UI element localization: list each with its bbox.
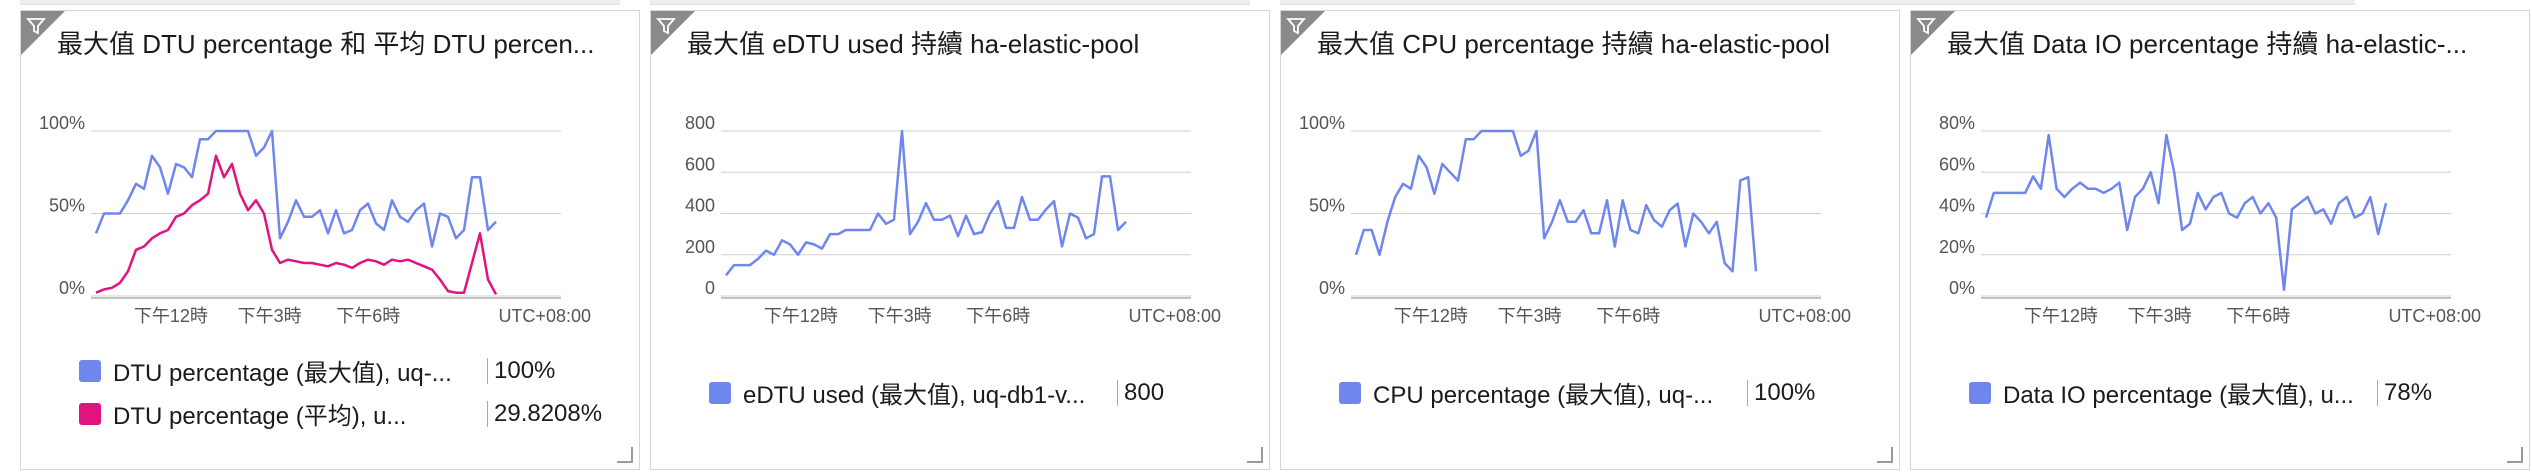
y-tick-label: 400 [685,196,715,216]
legend-value: 29.8208% [494,399,603,427]
top-border [20,0,620,5]
y-tick-label: 0% [1949,278,1975,298]
chart-legend: CPU percentage (最大值), uq-... 100% [1339,371,1879,414]
chart-tile-edtu[interactable]: 最大值 eDTU used 持續 ha-elastic-pool 800 600 4… [650,10,1270,470]
chart-tile-dtu[interactable]: 最大值 DTU percentage 和 平均 DTU percen... 10… [20,10,640,470]
timezone-label: UTC+08:00 [1758,306,1851,326]
legend-separator [1117,379,1118,406]
legend-label: CPU percentage (最大值), uq-... [1373,382,1714,409]
legend-separator [2377,379,2378,406]
y-tick-label: 60% [1939,154,1975,174]
series-line-1[interactable] [95,154,498,295]
top-border [1755,0,2355,5]
chart-tile-data-io[interactable]: 最大值 Data IO percentage 持續 ha-elastic-...… [1910,10,2530,470]
top-border [1280,0,1880,5]
legend-separator [487,400,488,427]
timezone-label: UTC+08:00 [2388,306,2481,326]
filter-icon[interactable] [651,11,695,55]
legend-item[interactable]: Data IO percentage (最大值), u... 78% [1969,371,2509,414]
series-line-0[interactable] [1354,129,1758,273]
chart-legend: eDTU used (最大值), uq-db1-v... 800 [709,371,1249,414]
legend-swatch [1339,381,1361,404]
filter-icon[interactable] [1911,11,1955,55]
x-tick-label: 下午6時 [1596,306,1660,326]
tile-title[interactable]: 最大值 CPU percentage 持續 ha-elastic-pool [1317,29,1830,59]
tile-title[interactable]: 最大值 Data IO percentage 持續 ha-elastic-... [1947,29,2468,59]
legend-swatch [79,402,101,425]
legend-label: eDTU used (最大值), uq-db1-v... [743,382,1086,409]
legend-label: Data IO percentage (最大值), u... [2003,382,2354,409]
tile-title[interactable]: 最大值 DTU percentage 和 平均 DTU percen... [57,29,595,59]
y-tick-label: 0 [705,278,715,298]
y-tick-label: 100% [39,113,85,133]
legend-separator [1747,379,1748,406]
filter-icon-glyph [1286,18,1306,35]
legend-swatch [1969,381,1991,404]
filter-icon-glyph [26,18,46,35]
resize-handle[interactable] [617,447,633,463]
x-tick-label: 下午3時 [868,306,932,326]
y-tick-label: 0% [1319,278,1345,298]
filter-icon-glyph [656,18,676,35]
legend-label: DTU percentage (最大值), uq-... [113,360,452,387]
legend-item[interactable]: eDTU used (最大值), uq-db1-v... 800 [709,371,1249,414]
x-tick-label: 下午3時 [2128,306,2192,326]
y-tick-label: 50% [1309,196,1345,216]
timezone-label: UTC+08:00 [498,306,591,326]
legend-value: 78% [2384,378,2433,406]
tile-title[interactable]: 最大值 eDTU used 持續 ha-elastic-pool [687,29,1140,59]
legend-value: 100% [494,356,556,384]
x-tick-label: 下午12時 [134,306,208,326]
filter-icon[interactable] [21,11,65,55]
y-tick-label: 800 [685,113,715,133]
x-tick-label: 下午6時 [2226,306,2290,326]
legend-swatch [709,381,731,404]
legend-item[interactable]: CPU percentage (最大值), uq-... 100% [1339,371,1879,414]
y-tick-label: 80% [1939,113,1975,133]
x-tick-label: 下午6時 [336,306,400,326]
filter-icon[interactable] [1281,11,1325,55]
chart-legend: DTU percentage (最大值), uq-... 100% DTU pe… [79,349,619,435]
y-tick-label: 100% [1299,113,1345,133]
y-tick-label: 600 [685,154,715,174]
line-chart[interactable]: 100% 50% 0% 下午12時 下午3時 下午6時 UTC+08:00 [21,91,641,341]
x-tick-label: 下午12時 [2024,306,2098,326]
line-chart[interactable]: 800 600 400 200 0 下午12時 下午3時 下午6時 UTC+08:00 [651,91,1271,341]
legend-value: 800 [1124,378,1165,406]
x-tick-label: 下午12時 [1394,306,1468,326]
top-border [650,0,1250,5]
series-line-0[interactable] [725,129,1127,277]
line-chart[interactable]: 80% 60% 40% 20% 0% 下午12時 下午3時 下午6時 UTC+08:00 [1911,91,2531,341]
resize-handle[interactable] [2507,447,2523,463]
resize-handle[interactable] [1877,447,1893,463]
y-tick-label: 200 [685,237,715,257]
series-line-0[interactable] [94,129,497,248]
timezone-label: UTC+08:00 [1128,306,1221,326]
filter-icon-glyph [1916,18,1936,35]
y-tick-label: 50% [49,196,85,216]
x-tick-label: 下午3時 [238,306,302,326]
y-tick-label: 40% [1939,196,1975,216]
legend-value: 100% [1754,378,1816,406]
legend-item[interactable]: DTU percentage (平均), u... 29.8208% [79,392,619,435]
line-chart[interactable]: 100% 50% 0% 下午12時 下午3時 下午6時 UTC+08:00 [1281,91,1901,341]
x-tick-label: 下午3時 [1498,306,1562,326]
x-tick-label: 下午12時 [764,306,838,326]
chart-tile-cpu[interactable]: 最大值 CPU percentage 持續 ha-elastic-pool 10… [1280,10,1900,470]
legend-item[interactable]: DTU percentage (最大值), uq-... 100% [79,349,619,392]
x-tick-label: 下午6時 [966,306,1030,326]
series-line-0[interactable] [1984,133,2388,292]
legend-swatch [79,359,101,382]
legend-separator [487,357,488,384]
resize-handle[interactable] [1247,447,1263,463]
y-tick-label: 20% [1939,237,1975,257]
y-tick-label: 0% [59,278,85,298]
legend-label: DTU percentage (平均), u... [113,403,407,430]
chart-legend: Data IO percentage (最大值), u... 78% [1969,371,2509,414]
